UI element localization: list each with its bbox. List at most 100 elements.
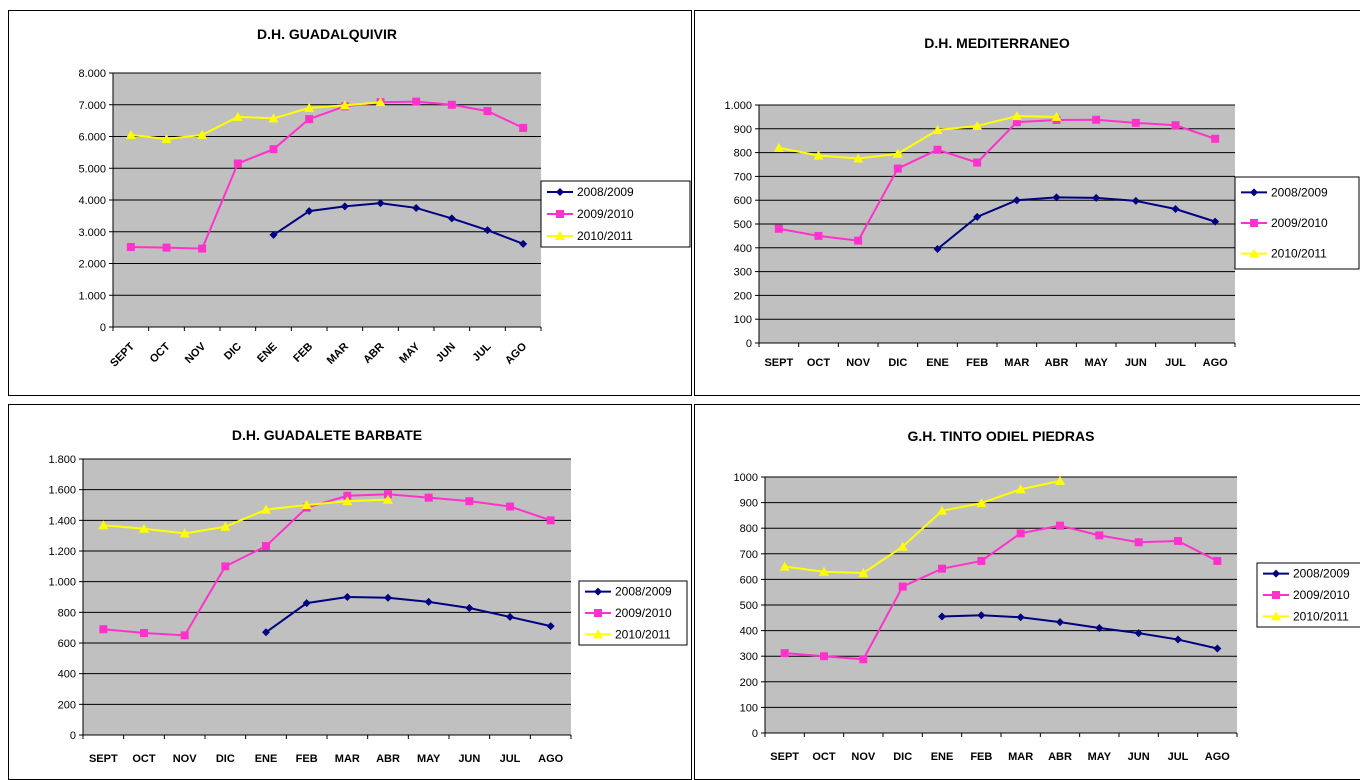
x-category-label: JUL: [1165, 357, 1186, 369]
x-category-label: OCT: [807, 357, 831, 369]
legend-marker: [594, 609, 602, 617]
data-point: [1015, 484, 1026, 494]
legend-label: 2008/2009: [1271, 185, 1328, 199]
data-point: [261, 504, 271, 514]
y-tick-label: 100: [734, 314, 752, 326]
data-point: [161, 134, 172, 144]
x-category-label: AGO: [1205, 751, 1231, 763]
y-tick-label: 400: [734, 243, 752, 255]
data-point: [977, 556, 986, 565]
data-point: [973, 158, 982, 167]
x-category-label: DIC: [222, 341, 244, 363]
data-point: [269, 145, 278, 154]
legend-marker: [1272, 569, 1280, 578]
data-point: [972, 120, 983, 130]
data-point: [447, 100, 456, 109]
data-point: [99, 625, 108, 634]
series-2008-2009: [938, 611, 1222, 653]
x-category-label: FEB: [291, 341, 315, 365]
x-category-label: OCT: [812, 751, 836, 763]
x-category-label: JUN: [434, 341, 458, 365]
y-tick-label: 600: [58, 638, 76, 650]
data-point: [232, 111, 243, 121]
x-category-label: ABR: [1048, 751, 1072, 763]
chart-svg-tinto-odiel-piedras: G.H. TINTO ODIEL PIEDRAS 0 100 200 300 400 500…: [734, 428, 1360, 763]
data-point: [180, 631, 189, 640]
x-category-label: JUL: [500, 753, 521, 765]
data-point: [162, 243, 171, 252]
x-category-label: FEB: [966, 357, 988, 369]
x-category-label: NOV: [846, 357, 871, 369]
y-tick-label: 700: [734, 171, 752, 183]
y-tick-label: 800: [734, 148, 752, 160]
data-point: [305, 115, 314, 124]
chart-panel-tinto-odiel-piedras: G.H. TINTO ODIEL PIEDRAS 0 100 200 300 400 500…: [694, 404, 1360, 780]
data-point: [933, 145, 942, 154]
y-tick-label: 1000: [734, 472, 758, 484]
series-line: [784, 524, 1218, 661]
x-category-label: SEPT: [108, 340, 137, 369]
data-point: [1012, 118, 1021, 127]
chart-panel-guadalete-barbate: D.H. GUADALETE BARBATE 0 200 400 600 800 1.000…: [8, 404, 692, 780]
legend-label: 2010/2011: [577, 229, 633, 243]
series-2009-2010: [99, 490, 555, 640]
y-tick-label: 900: [734, 124, 752, 136]
series-2010-2011: [779, 475, 1065, 577]
data-point: [339, 100, 350, 110]
x-category-label: SEPT: [89, 753, 118, 765]
y-tick-label: 600: [740, 574, 758, 586]
data-point: [412, 203, 421, 212]
data-point: [858, 568, 869, 577]
y-tick-label: 200: [734, 290, 752, 302]
x-category-label: ENE: [931, 751, 954, 763]
data-point: [268, 113, 279, 123]
x-category-label: ABR: [1045, 357, 1069, 369]
plot-area: [83, 459, 571, 735]
x-category-label: NOV: [851, 751, 876, 763]
x-category-label: FEB: [970, 751, 992, 763]
data-point: [814, 231, 823, 240]
y-tick-label: 0: [746, 338, 752, 350]
legend-label: 2008/2009: [1293, 567, 1350, 581]
legend-marker: [1271, 611, 1281, 621]
x-category-label: ENE: [926, 357, 949, 369]
data-point: [1055, 475, 1065, 485]
series-2009-2010: [780, 521, 1222, 664]
data-point: [305, 207, 314, 216]
series-line: [130, 101, 381, 141]
data-point: [269, 230, 278, 239]
series-line: [778, 115, 1057, 160]
data-point: [506, 502, 514, 511]
data-point: [813, 150, 824, 160]
x-category-label: SEPT: [764, 357, 793, 369]
y-tick-label: 700: [740, 549, 758, 561]
y-tick-label: 100: [740, 702, 758, 714]
data-point: [1134, 538, 1143, 547]
y-tick-label: 8.000: [78, 68, 106, 80]
data-point: [125, 129, 136, 139]
x-category-label: AGO: [1203, 357, 1229, 369]
legend: 2008/2009 2009/2010 2010/2011: [1234, 176, 1360, 270]
data-point: [1171, 205, 1180, 214]
data-point: [384, 490, 392, 499]
data-point: [773, 142, 784, 152]
y-tick-label: 4.000: [78, 195, 106, 207]
y-tick-label: 0: [752, 728, 758, 740]
legend-label: 2010/2011: [1271, 247, 1327, 261]
y-tick-label: 200: [740, 677, 758, 689]
data-point: [340, 202, 349, 211]
data-point: [139, 523, 149, 533]
legend-label: 2010/2011: [615, 627, 671, 641]
data-point: [384, 593, 392, 602]
y-tick-label: 800: [740, 523, 758, 535]
series-line: [784, 479, 1061, 575]
data-point: [1052, 193, 1061, 202]
x-category-label: AGO: [503, 340, 530, 367]
data-point: [1174, 635, 1182, 644]
x-category-label: ENE: [255, 753, 278, 765]
chart-svg-mediterraneo: D.H. MEDITERRANEO 0 100 200 300 400 500 600 700 8…: [724, 35, 1360, 369]
y-tick-label: 1.400: [48, 515, 76, 527]
legend-marker: [594, 587, 602, 596]
x-category-label: OCT: [132, 753, 156, 765]
data-point: [262, 542, 270, 551]
